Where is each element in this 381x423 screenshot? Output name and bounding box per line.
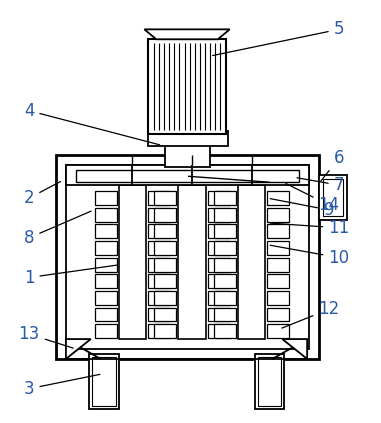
Bar [148,191,170,205]
Text: 3: 3 [24,374,100,398]
Bar [148,324,170,338]
Text: 5: 5 [213,20,344,55]
Bar [154,308,176,321]
Text: 4: 4 [24,102,160,145]
Bar [148,258,170,272]
Bar [148,208,170,222]
Bar [178,185,206,339]
Bar [148,131,228,146]
Bar [214,258,236,272]
Text: 7: 7 [297,176,344,194]
Bar [208,191,230,205]
Bar [154,324,176,338]
Text: 9: 9 [270,199,334,219]
Bar [66,165,309,349]
Bar [148,308,170,321]
Bar [154,291,176,305]
Bar [208,241,230,255]
Bar [208,225,230,238]
Bar [267,208,289,222]
Bar [319,175,347,220]
Text: 2: 2 [24,181,61,207]
Bar [214,225,236,238]
Bar [118,185,146,339]
Bar [154,191,176,205]
Bar [267,225,289,238]
Bar [214,324,236,338]
Bar [267,308,289,321]
Bar [95,324,117,338]
Bar [154,258,176,272]
Text: 1: 1 [24,265,118,286]
Bar [267,274,289,288]
Bar [95,308,117,321]
Text: 6: 6 [321,149,344,181]
Text: 11: 11 [270,219,349,237]
Bar [92,357,115,406]
Bar [214,274,236,288]
Bar [208,291,230,305]
Bar [208,274,230,288]
Bar [95,225,117,238]
Bar [66,165,309,185]
Bar [214,208,236,222]
Bar [154,274,176,288]
Bar [89,354,118,409]
Bar [148,39,226,134]
Bar [95,291,117,305]
Text: 10: 10 [270,245,349,266]
Bar [208,258,230,272]
Text: 14: 14 [286,184,339,214]
Bar [95,241,117,255]
Bar [95,274,117,288]
Bar [154,225,176,238]
Polygon shape [144,29,230,39]
Bar [323,179,343,216]
Text: 13: 13 [19,325,73,348]
Bar [214,291,236,305]
Bar [214,308,236,321]
Bar [267,241,289,255]
Bar [95,191,117,205]
Bar [267,324,289,338]
Bar [154,208,176,222]
Bar [208,308,230,321]
Bar [214,241,236,255]
Bar [258,357,281,406]
Polygon shape [282,339,307,359]
Bar [267,258,289,272]
Polygon shape [66,339,91,359]
Bar [267,291,289,305]
Bar [95,258,117,272]
Bar [238,185,266,339]
Bar [56,155,319,359]
Bar [95,208,117,222]
Bar [154,241,176,255]
Bar [148,274,170,288]
Bar [148,291,170,305]
Bar [214,191,236,205]
Bar [148,225,170,238]
Bar [267,191,289,205]
Bar [76,170,299,182]
Bar [148,241,170,255]
Text: 8: 8 [24,211,91,247]
Bar [165,146,210,168]
Bar [208,208,230,222]
Text: 12: 12 [282,300,339,328]
Bar [208,324,230,338]
Bar [255,354,284,409]
